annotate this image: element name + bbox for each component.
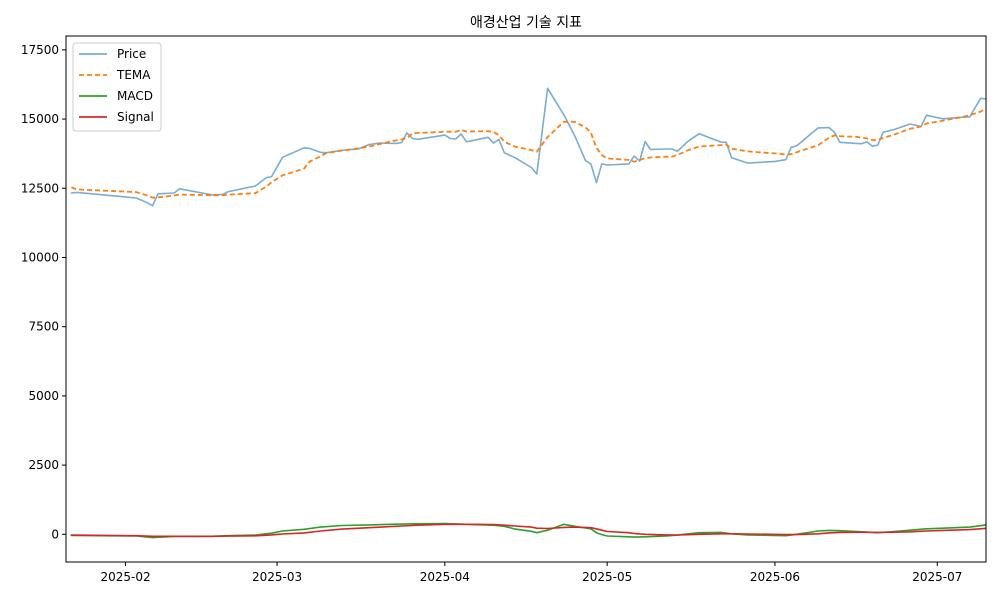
plot-frame — [65, 35, 987, 563]
legend-box — [72, 42, 162, 132]
x-tick-label: 2025-03 — [252, 570, 302, 584]
series-line-signal — [70, 523, 986, 538]
y-tick-label: 15000 — [21, 112, 59, 126]
x-axis: 2025-02 2025-03 2025-04 2025-05 2025-06 2025-… — [100, 562, 962, 584]
legend-label-macd: MACD — [117, 89, 153, 103]
legend-label-tema: TEMA — [116, 68, 151, 82]
y-tick-label: 2500 — [28, 458, 59, 472]
plot-area — [70, 87, 986, 539]
y-tick-label: 17500 — [21, 43, 59, 57]
y-tick-label: 0 — [51, 527, 59, 541]
series-layer — [70, 87, 986, 539]
y-tick-label: 10000 — [21, 250, 59, 264]
series-line-price — [70, 87, 986, 207]
x-tick-label: 2025-07 — [912, 570, 962, 584]
legend-label-price: Price — [117, 47, 146, 61]
y-tick-label: 12500 — [21, 181, 59, 195]
x-tick-label: 2025-06 — [750, 570, 800, 584]
series-line-macd — [70, 522, 986, 539]
legend-label-signal: Signal — [117, 110, 154, 124]
x-tick-label: 2025-02 — [100, 570, 150, 584]
x-tick-label: 2025-05 — [582, 570, 632, 584]
x-tick-label: 2025-04 — [420, 570, 470, 584]
legend: Price TEMA MACD Signal — [72, 42, 162, 132]
y-tick-label: 7500 — [28, 320, 59, 334]
chart-title: 애경산업 기술 지표 — [470, 15, 582, 31]
y-axis: 0 2500 5000 7500 10000 12500 15000 17500 — [21, 43, 66, 541]
y-tick-label: 5000 — [28, 389, 59, 403]
